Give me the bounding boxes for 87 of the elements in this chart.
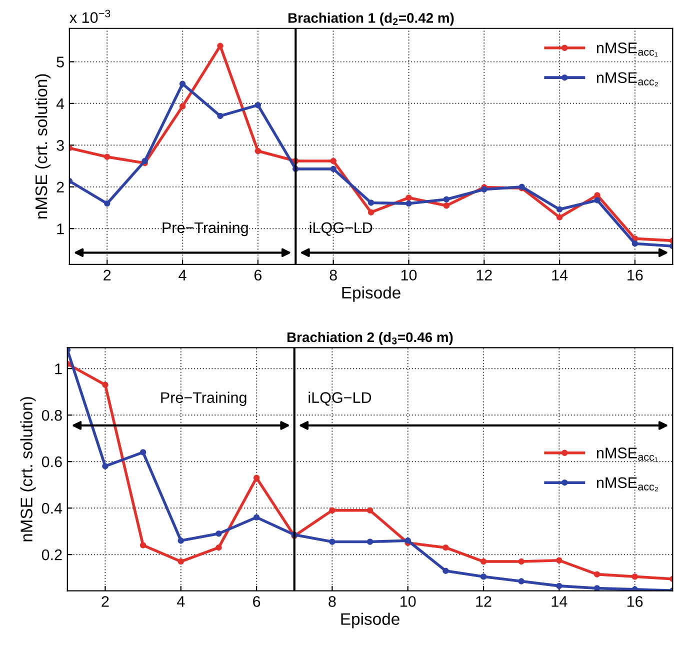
point <box>443 202 450 209</box>
point <box>140 449 146 456</box>
point <box>216 530 222 537</box>
x-tick-label: 14 <box>552 270 568 280</box>
point <box>179 103 186 110</box>
point <box>102 463 108 470</box>
y-tick-label: 0.6 <box>42 456 62 468</box>
point <box>632 574 638 580</box>
x-tick-label: 10 <box>401 270 417 281</box>
x-tick-label: 12 <box>476 596 492 607</box>
point <box>253 474 260 481</box>
legend-label: nMSE$_{acc₁}$ <box>596 42 658 57</box>
x-tick-label: 6 <box>253 596 260 607</box>
y-tick-label: 1 <box>57 224 64 234</box>
point <box>253 514 260 520</box>
y-tick-label: 5 <box>56 56 64 68</box>
point <box>366 538 374 545</box>
point <box>366 507 374 514</box>
point <box>442 544 449 551</box>
x-axis-title: Episode <box>341 612 400 628</box>
x-axis-title: Episode <box>342 286 400 302</box>
point <box>140 542 146 548</box>
point <box>480 558 487 565</box>
point <box>594 585 600 591</box>
point <box>556 206 563 213</box>
legend-label: nMSE$_{acc₂}$ <box>596 72 658 86</box>
annotation: Pre−Training <box>161 392 246 406</box>
y-tick-label: 0.4 <box>42 502 62 514</box>
point <box>368 209 374 216</box>
point <box>556 214 563 220</box>
point <box>480 574 487 580</box>
x-tick-label: 4 <box>178 270 186 280</box>
chart-title: Brachiation 2 (d$_{3}$=0.46 m) <box>287 332 453 345</box>
point <box>556 582 562 590</box>
x-tick-label: 2 <box>104 270 111 280</box>
point <box>518 558 524 565</box>
x-tick-label: 8 <box>328 596 336 607</box>
y-axis-title: nMSE (crt. solution) <box>34 74 50 218</box>
point <box>329 507 336 514</box>
y-tick-label: 0.8 <box>42 410 62 421</box>
x-tick-label: 4 <box>176 596 185 607</box>
x-tick-label: 16 <box>628 270 643 281</box>
y-tick-label: 2 <box>56 182 64 192</box>
point <box>632 240 638 247</box>
point <box>104 154 110 160</box>
x-tick-label: 12 <box>476 270 492 280</box>
point <box>594 192 600 198</box>
point <box>254 148 262 154</box>
point <box>594 197 600 204</box>
point <box>406 200 412 207</box>
point <box>368 200 374 206</box>
x-tick-label: 10 <box>400 596 416 607</box>
y-axis-title: nMSE (crt. solution) <box>20 397 36 542</box>
point <box>216 544 222 551</box>
point <box>406 194 412 201</box>
point <box>178 537 184 544</box>
legend-label: nMSE$_{acc₂}$ <box>596 477 658 492</box>
x-tick-label: 2 <box>102 596 109 607</box>
annotation: iLQG−LD <box>310 222 372 236</box>
point <box>329 538 336 545</box>
text: x 10$^{−3}$ <box>70 10 110 23</box>
legend-label: nMSE$_{acc₁}$ <box>596 448 658 462</box>
point <box>330 158 336 164</box>
point <box>404 537 411 544</box>
chart-title: Brachiation 1 (d$_{2}$=0.42 m) <box>288 12 454 26</box>
x-tick-label: 6 <box>254 270 262 281</box>
x-tick-label: 14 <box>552 596 568 607</box>
point <box>102 382 108 388</box>
point <box>594 571 600 578</box>
point <box>104 200 110 207</box>
point <box>556 557 562 564</box>
x-tick-label: 8 <box>330 270 337 281</box>
y-tick-label: 1 <box>55 364 62 374</box>
point <box>217 112 224 120</box>
point <box>178 558 184 565</box>
point <box>442 568 449 574</box>
annotation: iLQG−LD <box>308 392 372 406</box>
point <box>330 166 336 172</box>
point <box>443 196 450 203</box>
y-tick-label: 0.2 <box>42 549 62 560</box>
annotation: Pre−Training <box>162 222 248 236</box>
point <box>518 578 524 584</box>
x-tick-label: 16 <box>627 596 643 607</box>
y-tick-label: 4 <box>56 98 64 109</box>
point <box>179 80 186 87</box>
point <box>254 102 262 108</box>
y-tick-label: 3 <box>56 140 64 151</box>
